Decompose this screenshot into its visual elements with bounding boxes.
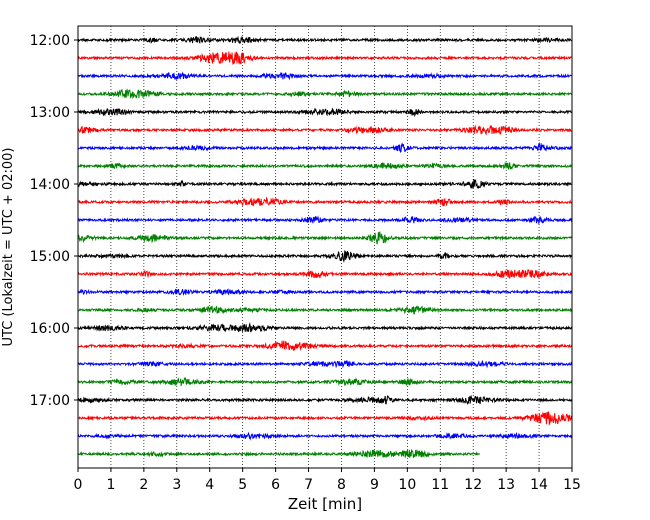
seismogram-trace xyxy=(77,340,573,352)
y-axis-label: UTC (Lokalzeit = UTC + 02:00) xyxy=(1,148,16,347)
x-tick-label: 9 xyxy=(370,477,379,493)
x-tick-label: 2 xyxy=(139,477,148,493)
seismogram-trace xyxy=(77,322,573,333)
seismogram-trace xyxy=(77,394,573,406)
seismogram-trace xyxy=(77,107,573,118)
seismogram-trace xyxy=(77,377,573,387)
seismogram-trace xyxy=(77,288,573,296)
seismogram-trace xyxy=(77,305,573,315)
x-tick-label: 1 xyxy=(106,477,115,493)
x-tick-label: 13 xyxy=(497,477,515,493)
x-tick-label: 14 xyxy=(530,477,548,493)
x-axis-ticks: 0 1 2 3 4 5 6 7 8 9 10 11 12 13 14 15 xyxy=(74,468,581,493)
y-tick-label: 15:00 xyxy=(30,249,70,265)
seismogram-trace xyxy=(77,359,573,369)
y-tick-label: 14:00 xyxy=(30,177,70,193)
seismogram-trace xyxy=(77,71,573,81)
x-tick-label: 10 xyxy=(398,477,416,493)
seismogram-trace xyxy=(77,231,573,245)
seismogram-trace xyxy=(77,431,573,441)
seismogram-trace xyxy=(77,411,573,426)
y-axis-ticks: 12:00 13:00 14:00 15:00 16:00 17:00 xyxy=(30,33,78,409)
trace-group xyxy=(77,35,573,458)
seismogram-trace xyxy=(77,196,573,207)
seismogram-trace xyxy=(77,161,573,170)
y-tick-label: 12:00 xyxy=(30,33,70,49)
seismogram-trace xyxy=(77,35,573,44)
x-tick-label: 6 xyxy=(271,477,280,493)
seismogram-trace xyxy=(77,250,573,263)
x-tick-label: 4 xyxy=(205,477,214,493)
x-tick-label: 15 xyxy=(563,477,581,493)
seismogram-trace xyxy=(77,51,573,66)
seismogram-trace xyxy=(77,269,573,279)
seismogram-trace xyxy=(77,124,573,136)
seismogram-trace xyxy=(77,448,481,458)
seismogram-trace xyxy=(77,141,573,153)
x-tick-label: 3 xyxy=(172,477,181,493)
seismogram-trace xyxy=(77,88,573,100)
x-axis-label: Zeit [min] xyxy=(288,495,362,513)
x-tick-label: 11 xyxy=(431,477,449,493)
x-tick-label: 12 xyxy=(464,477,482,493)
y-tick-label: 16:00 xyxy=(30,321,70,337)
x-tick-label: 7 xyxy=(304,477,313,493)
y-tick-label: 13:00 xyxy=(30,105,70,121)
x-tick-label: 0 xyxy=(74,477,83,493)
x-tick-label: 5 xyxy=(238,477,247,493)
plot-frame xyxy=(77,25,573,469)
seismogram-trace xyxy=(77,215,573,226)
x-tick-label: 8 xyxy=(337,477,346,493)
seismogram-trace xyxy=(77,179,573,189)
y-tick-label: 17:00 xyxy=(30,393,70,409)
